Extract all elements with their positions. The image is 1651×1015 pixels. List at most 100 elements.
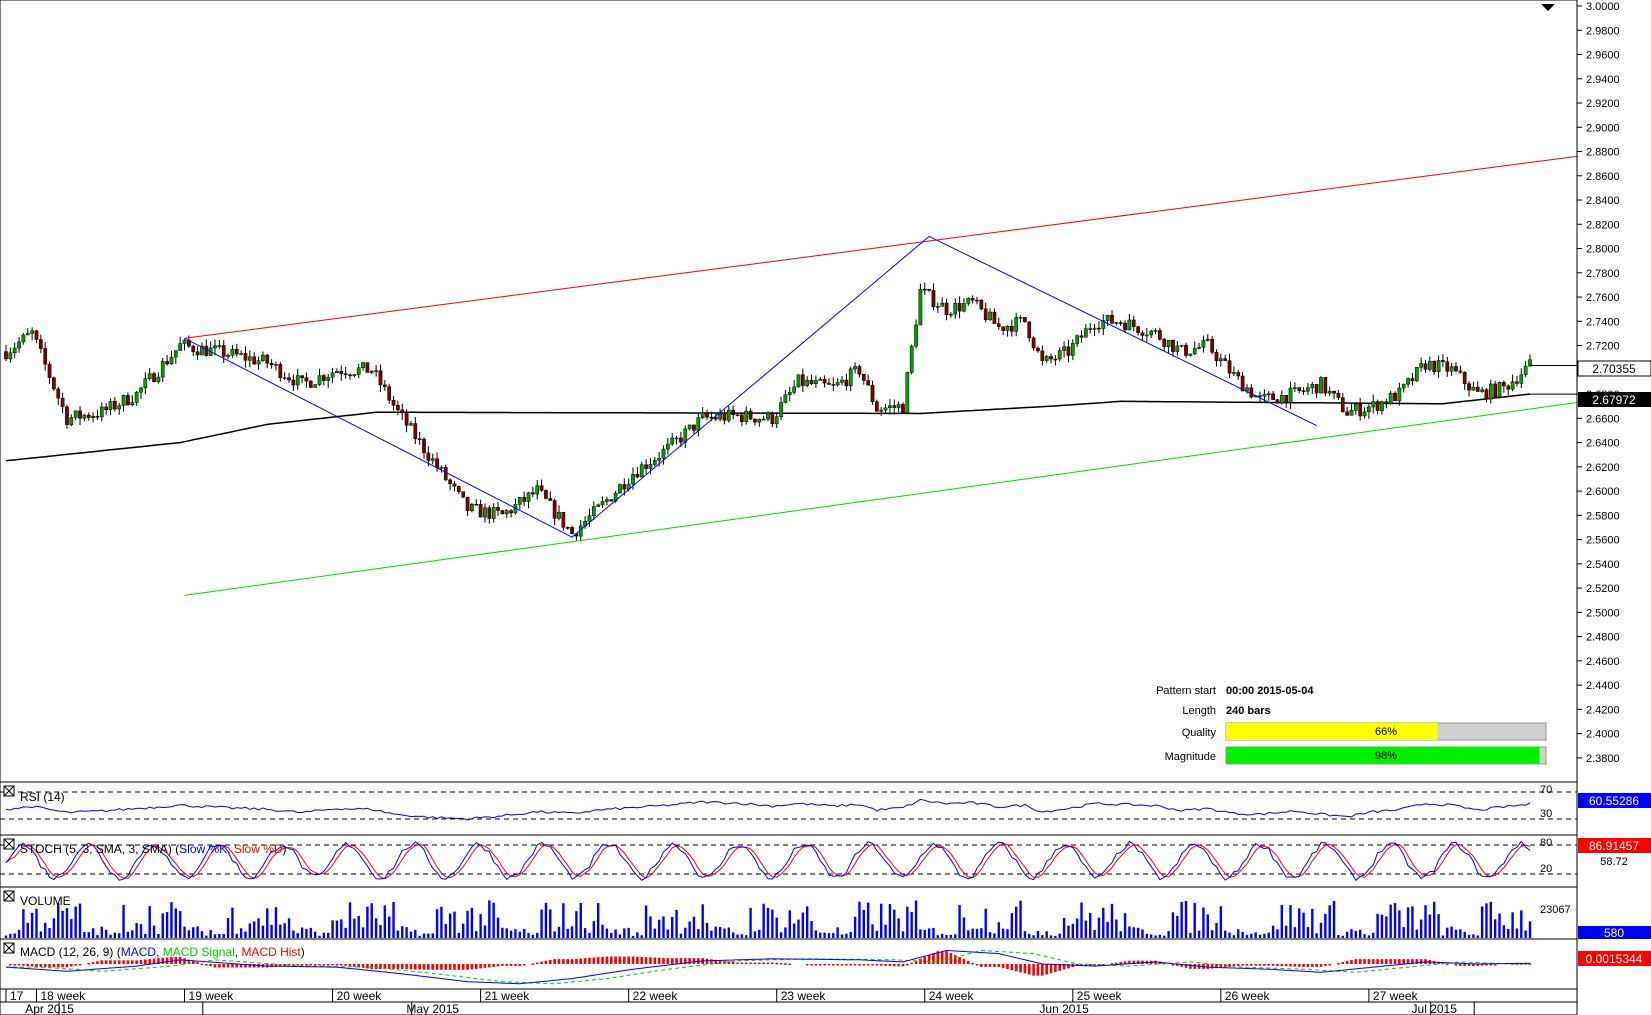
- candle-bullish: [935, 306, 940, 308]
- candle-bearish: [282, 377, 287, 379]
- volume-bar: [727, 927, 731, 938]
- pattern-lines: [184, 155, 1578, 596]
- macd-hist-bar: [1171, 964, 1175, 966]
- price-axis: 3.0000 2.9800 2.9600 2.9400 2.9200 2.9000 2.88…: [1577, 1, 1620, 765]
- volume-bar: [475, 931, 478, 938]
- price-tick-label: 2.9000: [1586, 122, 1620, 134]
- volume-bar: [1067, 925, 1070, 938]
- candle-bearish: [731, 409, 736, 415]
- macd-hist-bar: [1006, 964, 1009, 970]
- volume-bar: [1520, 910, 1523, 938]
- macd-hist-bar: [283, 964, 286, 967]
- stoch-title: STOCH (5, 3, SMA, 3, SMA): [20, 842, 172, 856]
- candle-bullish: [213, 345, 217, 349]
- collapse-arrow-icon[interactable]: [1541, 4, 1555, 11]
- macd-hist-bar: [213, 964, 217, 968]
- macd-hist-bar: [126, 960, 130, 964]
- candle-bearish: [1079, 335, 1084, 338]
- candle-bearish: [1258, 395, 1262, 397]
- macd-hist-bar: [1406, 959, 1410, 964]
- candle-bullish: [139, 387, 143, 393]
- macd-hist-bar: [309, 964, 313, 966]
- volume-bar: [327, 932, 330, 938]
- volume-bar: [1302, 912, 1305, 938]
- macd-hist-bar: [1276, 964, 1279, 966]
- volume-bar: [509, 930, 513, 938]
- macd-hist-bar: [548, 959, 552, 964]
- price-tick-label: 2.7200: [1586, 341, 1620, 353]
- volume-bar: [740, 934, 744, 938]
- candle-bearish: [944, 302, 949, 316]
- volume-bar: [1324, 913, 1327, 938]
- volume-bar: [470, 907, 474, 938]
- macd-hist-bar: [657, 957, 661, 964]
- macd-hist-bar: [666, 958, 670, 964]
- macd-hist-bar: [1267, 964, 1271, 966]
- macd-hist-bar: [1132, 960, 1136, 964]
- volume-bar: [810, 921, 813, 938]
- volume-bar: [1345, 931, 1349, 938]
- macd-hist-bar: [823, 964, 826, 966]
- candle-bullish: [317, 375, 322, 385]
- candle-bearish: [609, 499, 614, 502]
- price-tick-label: 2.4000: [1586, 729, 1620, 741]
- ma-value-tag: [1578, 392, 1651, 407]
- volume-bar: [335, 920, 339, 938]
- macd-hist-bar: [374, 964, 378, 969]
- volume-bar: [1097, 917, 1101, 938]
- macd-hist-bar: [117, 960, 121, 964]
- volume-bar: [1089, 912, 1092, 938]
- candle-bearish: [191, 345, 196, 353]
- candle-bullish: [1371, 401, 1376, 408]
- macd-hist-bar: [387, 964, 391, 969]
- macd-hist-bar: [1476, 964, 1480, 966]
- volume-bar: [252, 921, 256, 938]
- macd-hist-bar: [1445, 963, 1449, 965]
- zigzag-line: [184, 235, 1317, 538]
- resistance-line: [184, 155, 1578, 339]
- candle-bullish: [674, 437, 679, 440]
- macd-hist-bar: [1393, 959, 1397, 964]
- macd-hist-bar: [675, 958, 678, 964]
- candle-bearish: [1171, 340, 1175, 352]
- volume-bar: [4, 935, 8, 938]
- candle-bullish: [1262, 393, 1267, 397]
- candle-bullish: [661, 448, 666, 459]
- volume-bar: [1093, 929, 1096, 938]
- macd-hist-bar: [1341, 962, 1345, 964]
- pattern-start-label: Pattern start: [1156, 685, 1216, 697]
- candle-bearish: [113, 401, 117, 410]
- macd-hist-bar: [557, 959, 561, 964]
- macd-hist-bar: [879, 964, 883, 966]
- volume-bar: [492, 902, 495, 938]
- candle-bearish: [1023, 317, 1027, 323]
- candle-bullish: [1179, 344, 1184, 347]
- candle-bearish: [1332, 390, 1336, 394]
- candle-bullish: [430, 458, 435, 461]
- volume-bar: [1241, 931, 1244, 938]
- volume-bar: [109, 934, 112, 938]
- candle-bullish: [1349, 410, 1354, 416]
- macd-hist-bar: [453, 964, 456, 970]
- volume-value-tag: [1578, 926, 1651, 939]
- volume-bar: [30, 912, 34, 938]
- volume-bar: [1446, 927, 1449, 938]
- candle-bearish: [465, 496, 470, 512]
- candle-bullish: [639, 464, 644, 478]
- macd-hist-bar: [692, 958, 696, 964]
- volume-bar: [884, 924, 887, 938]
- candle-bullish: [1436, 360, 1441, 373]
- volume-bar: [1433, 901, 1436, 938]
- volume-bar: [161, 913, 164, 938]
- volume-bar: [466, 910, 469, 938]
- volume-bar: [788, 910, 791, 938]
- volume-bar: [1306, 927, 1310, 938]
- candle-bullish: [683, 428, 688, 443]
- volume-bar: [518, 931, 522, 938]
- macd-hist-bar: [1101, 964, 1105, 966]
- macd-hist-bar: [1454, 964, 1458, 966]
- macd-hist-bar: [618, 956, 622, 964]
- candle-bearish: [1297, 387, 1302, 391]
- candle-bullish: [1175, 345, 1180, 352]
- macd-signal-line: [6, 949, 1531, 985]
